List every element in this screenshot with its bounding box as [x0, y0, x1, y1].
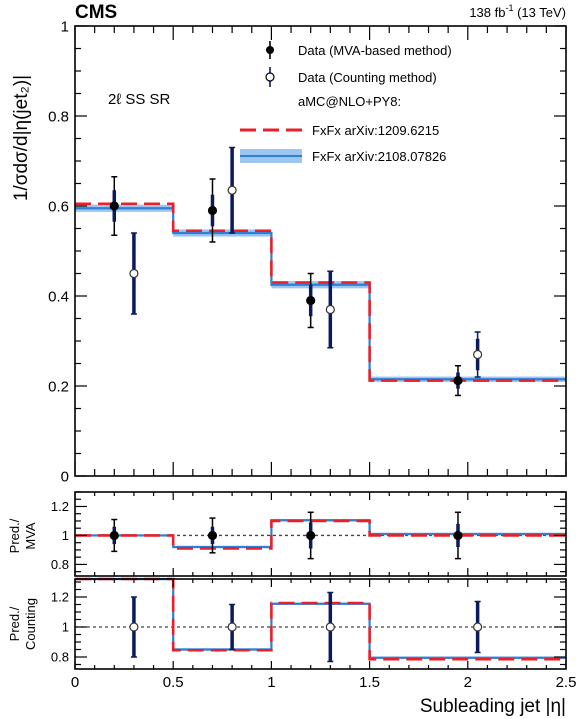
main-ytick-label: 1 — [61, 18, 69, 35]
xtick-label: 0.5 — [163, 674, 184, 691]
main-data-counting-point-1 — [227, 185, 237, 195]
r2-data-counting-point-1 — [227, 622, 237, 632]
legend-data-counting-marker — [265, 72, 275, 82]
ratio-mva-frame — [74, 491, 567, 577]
r2-ytick-label: 1.2 — [51, 590, 69, 605]
main-data-mva-point-1 — [207, 205, 218, 216]
legend: Data (MVA-based method) Data (Counting m… — [240, 41, 452, 164]
region-label: 2ℓ SS SR — [108, 91, 171, 108]
main-data-counting-point-0 — [129, 268, 139, 279]
x-axis-label: Subleading jet |η| — [420, 696, 566, 717]
r1-ytick-label: 1 — [62, 528, 69, 543]
ratio-counting-ylabel-line2: Counting — [23, 598, 38, 650]
legend-fxfx-new-label: FxFx arXiv:2108.07826 — [312, 149, 446, 164]
r2-fxfx-new-step-line — [75, 577, 566, 659]
legend-data-counting-label: Data (Counting method) — [298, 70, 437, 85]
ratio-counting-frame — [74, 578, 567, 670]
r1-ytick-label: 0.8 — [51, 557, 69, 572]
main-ytick-label: 0 — [61, 468, 69, 485]
main-ytick-label: 0.2 — [48, 378, 69, 395]
r1-data-mva-point-0 — [109, 530, 119, 541]
main-fxfx-old-step-line — [75, 202, 566, 382]
xtick-label: 2 — [464, 674, 472, 691]
r2-data-counting-point-2 — [325, 622, 335, 632]
r1-fxfx-old-step-line — [75, 519, 566, 550]
legend-data-mva-marker — [266, 46, 274, 54]
main-data-mva-point-3 — [453, 376, 463, 386]
r2-ytick-label: 0.8 — [51, 650, 69, 665]
lumi-energy: (13 TeV) — [513, 5, 566, 20]
main-fxfx-new-step-line — [75, 207, 566, 381]
r2-data-counting-point-3 — [473, 622, 483, 632]
ratio-counting-ylabel-line1: Pred./ — [7, 606, 22, 641]
legend-data-mva-label: Data (MVA-based method) — [298, 43, 452, 58]
main-y-axis-label: 1/σdσ/d|η(jet₂)| — [11, 75, 32, 201]
main-data-counting-point-2 — [325, 304, 335, 315]
main-data-counting-point-3 — [473, 349, 483, 360]
main-panel: 0 0.2 0.4 0.6 0.8 1 2ℓ SS SR 1/σdσ/d|η(jet₂)|… — [11, 18, 567, 485]
legend-generator-label: aMC@NLO+PY8: — [298, 94, 401, 109]
main-data-mva-point-0 — [109, 201, 119, 211]
r1-ytick-label: 1.2 — [51, 499, 69, 514]
r1-data-mva-point-2 — [306, 530, 316, 541]
ratio-counting-panel: 0.8 1 1.2 0 0.5 1 1.5 2 2.5 Pred./ Counting — [7, 577, 577, 691]
ratio-mva-ylabel-line2: MVA — [23, 522, 38, 550]
main-ytick-label: 0.8 — [48, 108, 69, 125]
r1-data-mva-point-3 — [453, 530, 463, 541]
main-data-mva-point-2 — [306, 295, 316, 306]
experiment-label: CMS — [75, 2, 117, 23]
main-ytick-label: 0.6 — [48, 198, 69, 215]
xtick-label: 1 — [267, 674, 275, 691]
ratio-mva-ylabel-line1: Pred./ — [7, 518, 22, 553]
luminosity-label: 138 fb-1 (13 TeV) — [469, 3, 566, 20]
r1-fxfx-new-step-line — [75, 519, 566, 549]
r1-data-mva-point-1 — [207, 530, 218, 541]
xtick-label: 1.5 — [359, 674, 380, 691]
lumi-value: 138 fb — [469, 5, 505, 20]
r2-data-counting-point-0 — [129, 622, 139, 632]
ratio-mva-panel: 0.8 1 1.2 Pred./ MVA — [7, 491, 567, 577]
legend-fxfx-old-label: FxFx arXiv:1209.6215 — [312, 123, 439, 138]
xtick-label: 0 — [71, 674, 79, 691]
r2-fxfx-old-step-line — [75, 577, 566, 661]
main-ytick-label: 0.4 — [48, 288, 69, 305]
r2-ytick-label: 1 — [62, 620, 69, 635]
lumi-exponent: -1 — [505, 3, 513, 13]
xtick-label: 2.5 — [556, 674, 577, 691]
